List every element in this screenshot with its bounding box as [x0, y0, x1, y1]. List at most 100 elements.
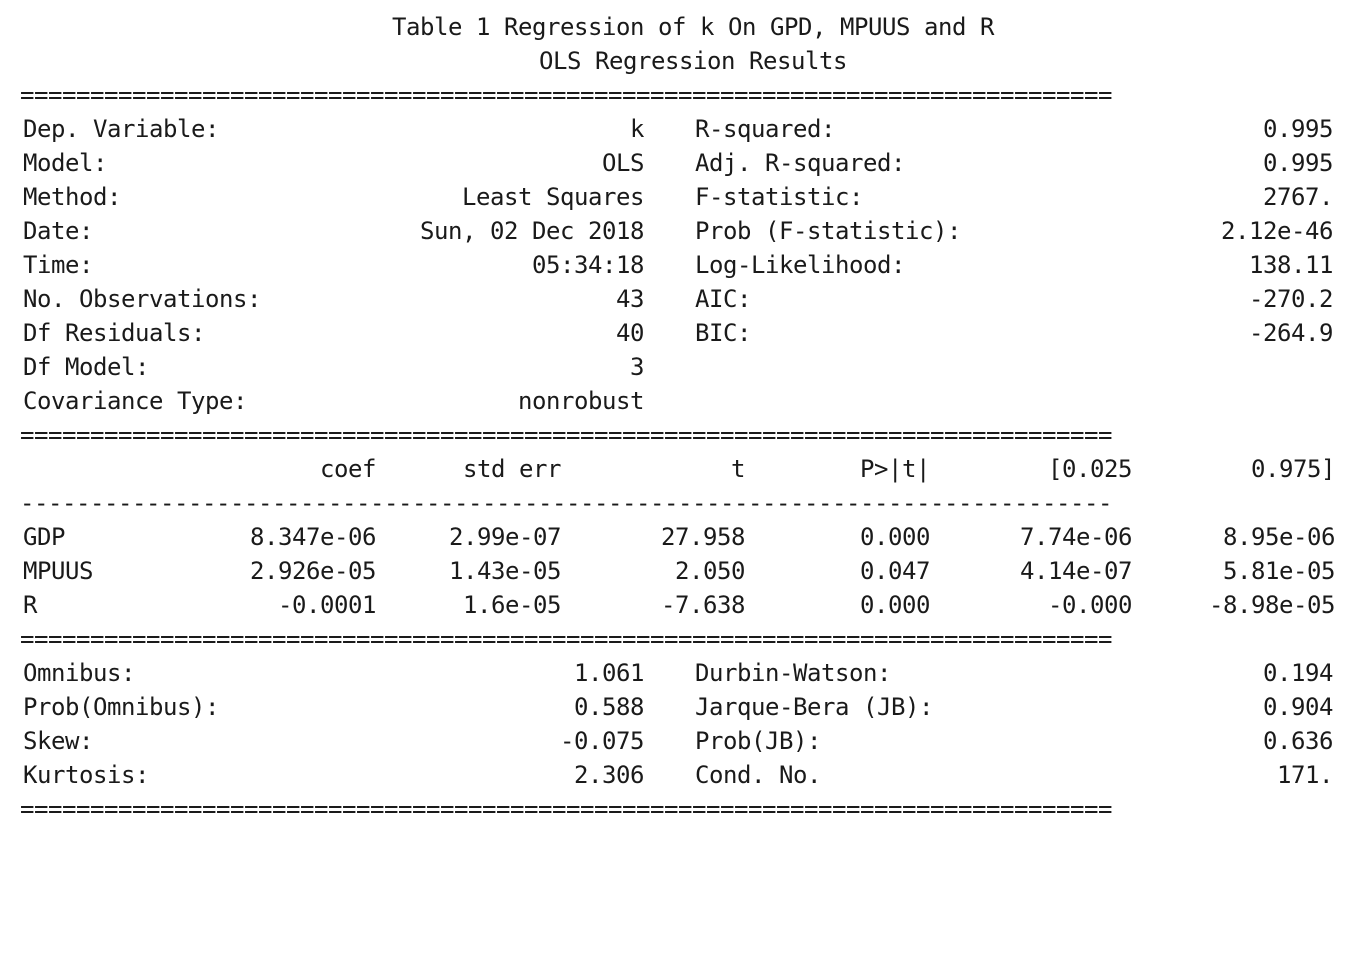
diagnostic-value: 1.061 — [574, 659, 644, 687]
coef-value: 2.926e-05 — [250, 557, 376, 585]
t-value: -7.638 — [661, 591, 745, 619]
column-header-coef: coef — [320, 455, 376, 483]
coef-header-row: coef std err t P>|t| [0.025 0.975] — [20, 452, 1340, 486]
t-value: 2.050 — [675, 557, 745, 585]
summary-value: nonrobust — [518, 387, 644, 415]
p-value: 0.000 — [860, 591, 930, 619]
diagnostic-label: Kurtosis: — [23, 761, 149, 789]
std-err-value: 1.43e-05 — [449, 557, 561, 585]
summary-row: Df Model: 3 — [20, 350, 1340, 384]
summary-row: No. Observations: 43 AIC: -270.2 — [20, 282, 1340, 316]
std-err-value: 2.99e-07 — [449, 523, 561, 551]
summary-label: AIC: — [695, 285, 751, 313]
table-title: Table 1 Regression of k On GPD, MPUUS an… — [392, 13, 994, 41]
summary-value: -264.9 — [1249, 319, 1333, 347]
summary-row: Model: OLS Adj. R-squared: 0.995 — [20, 146, 1340, 180]
summary-value: 2.12e-46 — [1221, 217, 1333, 245]
diagnostic-row: Prob(Omnibus): 0.588 Jarque-Bera (JB): 0… — [20, 690, 1340, 724]
ci-lower-value: -0.000 — [1048, 591, 1132, 619]
diagnostic-row: Kurtosis: 2.306 Cond. No. 171. — [20, 758, 1340, 792]
diagnostic-row: Omnibus: 1.061 Durbin-Watson: 0.194 — [20, 656, 1340, 690]
summary-label: R-squared: — [695, 115, 835, 143]
summary-value: Sun, 02 Dec 2018 — [420, 217, 644, 245]
coef-value: -0.0001 — [278, 591, 376, 619]
summary-label: Date: — [23, 217, 93, 245]
summary-value: OLS — [602, 149, 644, 177]
summary-value: 0.995 — [1263, 115, 1333, 143]
coef-row: GDP 8.347e-06 2.99e-07 27.958 0.000 7.74… — [20, 520, 1340, 554]
ci-upper-value: 5.81e-05 — [1223, 557, 1335, 585]
coefficient-table: coef std err t P>|t| [0.025 0.975] -----… — [20, 452, 1340, 622]
summary-label: Adj. R-squared: — [695, 149, 905, 177]
summary-label: Covariance Type: — [23, 387, 247, 415]
summary-row: Dep. Variable: k R-squared: 0.995 — [20, 112, 1340, 146]
summary-label: Df Model: — [23, 353, 149, 381]
diagnostic-row: Skew: -0.075 Prob(JB): 0.636 — [20, 724, 1340, 758]
column-header-ci-upper: 0.975] — [1251, 455, 1335, 483]
summary-value: 3 — [630, 353, 644, 381]
diagnostic-label: Prob(Omnibus): — [23, 693, 219, 721]
p-value: 0.000 — [860, 523, 930, 551]
summary-label: Time: — [23, 251, 93, 279]
diagnostic-value: 171. — [1277, 761, 1333, 789]
summary-row: Date: Sun, 02 Dec 2018 Prob (F-statistic… — [20, 214, 1340, 248]
summary-label: Log-Likelihood: — [695, 251, 905, 279]
summary-value: k — [630, 115, 644, 143]
double-rule: ========================================… — [20, 421, 1112, 449]
double-rule: ========================================… — [20, 625, 1112, 653]
summary-row: Df Residuals: 40 BIC: -264.9 — [20, 316, 1340, 350]
summary-value: 43 — [616, 285, 644, 313]
diagnostic-label: Jarque-Bera (JB): — [695, 693, 933, 721]
coef-value: 8.347e-06 — [250, 523, 376, 551]
summary-value: Least Squares — [462, 183, 644, 211]
diagnostic-value: 0.194 — [1263, 659, 1333, 687]
ci-upper-value: -8.98e-05 — [1209, 591, 1335, 619]
coef-row: MPUUS 2.926e-05 1.43e-05 2.050 0.047 4.1… — [20, 554, 1340, 588]
diagnostics-summary: Omnibus: 1.061 Durbin-Watson: 0.194 Prob… — [20, 656, 1340, 792]
regression-report: Table 1 Regression of k On GPD, MPUUS an… — [20, 10, 1340, 826]
variable-name: R — [23, 591, 37, 619]
t-value: 27.958 — [661, 523, 745, 551]
column-header-ci-lower: [0.025 — [1048, 455, 1132, 483]
diagnostic-value: 0.636 — [1263, 727, 1333, 755]
summary-label: No. Observations: — [23, 285, 261, 313]
ci-lower-value: 7.74e-06 — [1020, 523, 1132, 551]
summary-label: BIC: — [695, 319, 751, 347]
summary-label: Model: — [23, 149, 107, 177]
summary-row: Time: 05:34:18 Log-Likelihood: 138.11 — [20, 248, 1340, 282]
double-rule: ========================================… — [20, 81, 1112, 109]
coef-row: R -0.0001 1.6e-05 -7.638 0.000 -0.000 -8… — [20, 588, 1340, 622]
diagnostic-label: Omnibus: — [23, 659, 135, 687]
summary-label: Prob (F-statistic): — [695, 217, 961, 245]
summary-label: F-statistic: — [695, 183, 863, 211]
summary-value: 2767. — [1263, 183, 1333, 211]
summary-value: 40 — [616, 319, 644, 347]
diagnostic-label: Cond. No. — [695, 761, 821, 789]
diagnostic-label: Prob(JB): — [695, 727, 821, 755]
column-header-t: t — [731, 455, 745, 483]
diagnostic-value: 2.306 — [574, 761, 644, 789]
diagnostic-value: 0.588 — [574, 693, 644, 721]
table-subtitle: OLS Regression Results — [539, 47, 847, 75]
summary-value: 0.995 — [1263, 149, 1333, 177]
column-header-p-value: P>|t| — [860, 455, 930, 483]
double-rule: ========================================… — [20, 795, 1112, 823]
summary-value: 05:34:18 — [532, 251, 644, 279]
summary-row: Method: Least Squares F-statistic: 2767. — [20, 180, 1340, 214]
summary-label: Method: — [23, 183, 121, 211]
diagnostic-value: 0.904 — [1263, 693, 1333, 721]
summary-value: -270.2 — [1249, 285, 1333, 313]
summary-value: 138.11 — [1249, 251, 1333, 279]
p-value: 0.047 — [860, 557, 930, 585]
ci-lower-value: 4.14e-07 — [1020, 557, 1132, 585]
single-rule: ----------------------------------------… — [20, 489, 1112, 517]
std-err-value: 1.6e-05 — [463, 591, 561, 619]
diagnostic-label: Skew: — [23, 727, 93, 755]
summary-row: Covariance Type: nonrobust — [20, 384, 1340, 418]
variable-name: MPUUS — [23, 557, 93, 585]
model-summary: Dep. Variable: k R-squared: 0.995 Model:… — [20, 112, 1340, 418]
ci-upper-value: 8.95e-06 — [1223, 523, 1335, 551]
diagnostic-label: Durbin-Watson: — [695, 659, 891, 687]
summary-label: Dep. Variable: — [23, 115, 219, 143]
column-header-std-err: std err — [463, 455, 561, 483]
